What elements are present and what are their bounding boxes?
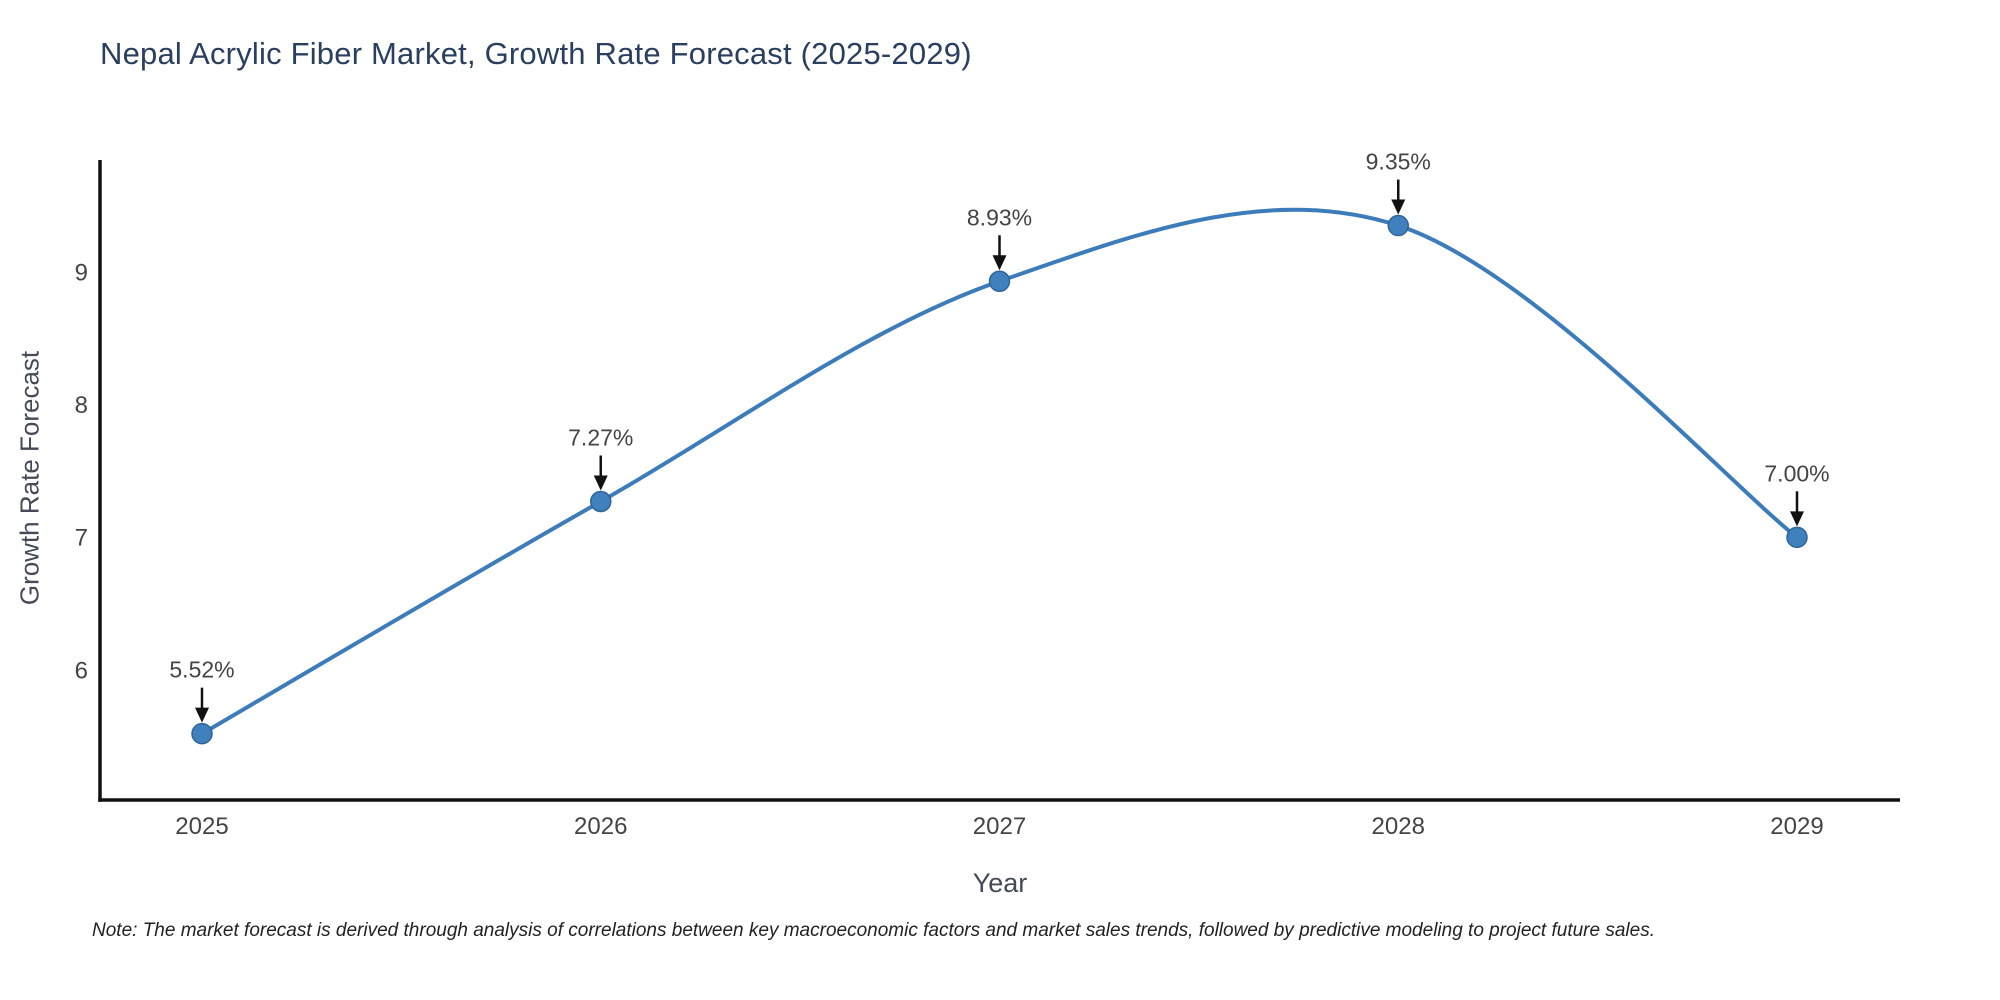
annotation-arrowhead-2026: [593, 475, 608, 491]
y-tick-label-7: 7: [75, 525, 88, 552]
y-tick-label-9: 9: [75, 259, 88, 286]
footnote: Note: The market forecast is derived thr…: [92, 920, 1655, 941]
x-tick-label-2029: 2029: [1770, 813, 1823, 840]
x-tick-label-2028: 2028: [1372, 813, 1425, 840]
y-tick-label-8: 8: [75, 392, 88, 419]
annotation-label-2028: 9.35%: [1366, 149, 1431, 175]
annotation-label-2029: 7.00%: [1764, 460, 1829, 486]
annotation-arrowhead-2028: [1391, 199, 1406, 215]
annotation-label-2026: 7.27%: [568, 425, 633, 451]
annotation-label-2025: 5.52%: [169, 657, 234, 683]
data-point-2025[interactable]: [191, 722, 213, 745]
x-tick-label-2027: 2027: [973, 813, 1026, 840]
annotation-arrowhead-2027: [992, 255, 1007, 271]
annotation-arrowhead-2029: [1790, 511, 1804, 527]
data-point-2027[interactable]: [988, 270, 1011, 293]
chart-title: Nepal Acrylic Fiber Market, Growth Rate …: [100, 36, 972, 71]
y-tick-label-6: 6: [75, 657, 88, 684]
data-point-2028[interactable]: [1387, 214, 1409, 237]
data-point-2029[interactable]: [1786, 526, 1808, 549]
annotation-arrowhead-2025: [195, 707, 209, 723]
x-axis-title: Year: [972, 868, 1028, 898]
x-tick-label-2025: 2025: [175, 813, 228, 840]
x-tick-label-2026: 2026: [574, 813, 627, 840]
annotation-label-2027: 8.93%: [967, 204, 1032, 230]
data-point-2026[interactable]: [590, 490, 612, 513]
